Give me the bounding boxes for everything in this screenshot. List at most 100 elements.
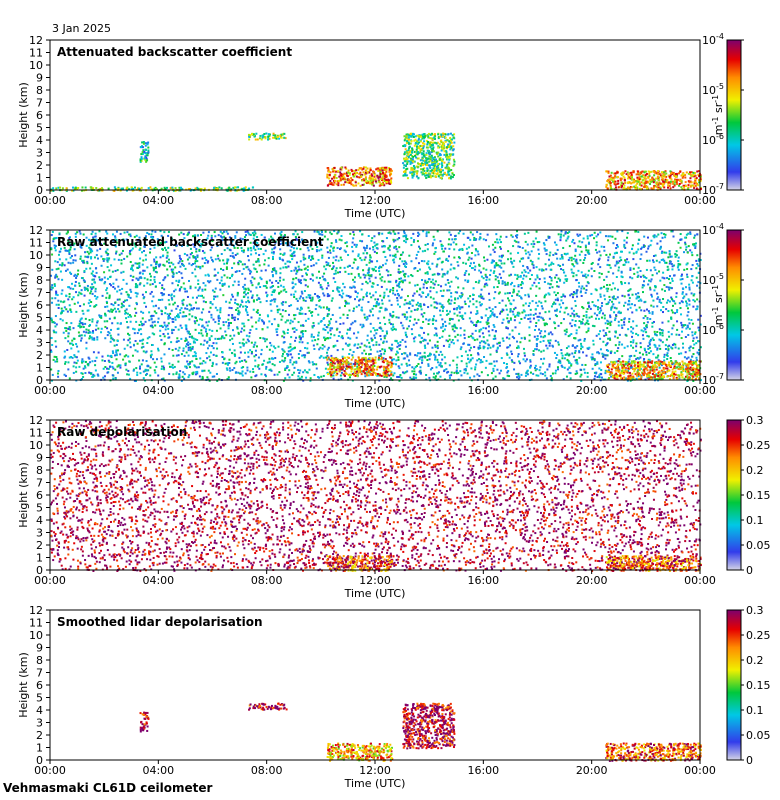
x-tick-label: 00:00 bbox=[684, 764, 716, 777]
y-axis-label: Height (km) bbox=[17, 82, 30, 148]
y-tick-label: 7 bbox=[36, 97, 43, 110]
y-tick-label: 3 bbox=[36, 717, 43, 730]
y-tick-label: 6 bbox=[36, 679, 43, 692]
x-tick-label: 16:00 bbox=[467, 194, 499, 207]
y-tick-label: 1 bbox=[36, 552, 43, 565]
feature-evening-cloud bbox=[605, 742, 702, 762]
feature-cloud-base-layer bbox=[326, 166, 393, 187]
colorbar-gradient bbox=[726, 229, 742, 381]
plot-area bbox=[50, 40, 700, 190]
y-tick-label: 1 bbox=[36, 172, 43, 185]
y-tick-label: 3 bbox=[36, 337, 43, 350]
colorbar-tick-label: 0.25 bbox=[746, 629, 771, 642]
y-tick-label: 5 bbox=[36, 312, 43, 325]
site-label: Vehmasmaki CL61D ceilometer bbox=[3, 781, 213, 795]
y-tick-label: 2 bbox=[36, 349, 43, 362]
x-axis-label: Time (UTC) bbox=[344, 397, 406, 410]
x-tick-label: 00:00 bbox=[34, 574, 66, 587]
y-tick-label: 6 bbox=[36, 489, 43, 502]
colorbar-tick-label: 0 bbox=[746, 754, 753, 767]
y-tick-label: 1 bbox=[36, 742, 43, 755]
x-tick-label: 16:00 bbox=[467, 384, 499, 397]
colorbar-tick-label: 10-5 bbox=[702, 82, 724, 97]
colorbar-1: 10-7 10-6 10-5 10-4 m-1 sr-1 bbox=[702, 32, 744, 197]
feature-cloud-base-layer bbox=[326, 555, 393, 572]
date-label: 3 Jan 2025 bbox=[52, 22, 111, 35]
feature-cloud-base-layer bbox=[326, 356, 394, 377]
colorbar-3: 0 0.05 0.1 0.15 0.2 0.25 0.3 bbox=[726, 414, 771, 577]
y-tick-label: 1 bbox=[36, 362, 43, 375]
y-tick-label: 9 bbox=[36, 72, 43, 85]
y-tick-label: 2 bbox=[36, 159, 43, 172]
y-tick-label: 12 bbox=[29, 224, 43, 237]
y-tick-label: 10 bbox=[29, 439, 43, 452]
y-axis-label: Height (km) bbox=[17, 462, 30, 528]
panel-title: Raw depolarisation bbox=[57, 425, 187, 439]
feature-evening-cloud bbox=[605, 555, 702, 572]
x-tick-label: 08:00 bbox=[251, 764, 283, 777]
y-tick-label: 10 bbox=[29, 629, 43, 642]
y-tick-label: 2 bbox=[36, 539, 43, 552]
feature-evening-cloud bbox=[605, 170, 702, 191]
colorbar-tick-label: 0.1 bbox=[746, 704, 764, 717]
x-tick-label: 08:00 bbox=[251, 194, 283, 207]
colorbar-tick-label: 10-4 bbox=[702, 222, 724, 237]
y-tick-label: 4 bbox=[36, 514, 43, 527]
x-tick-label: 20:00 bbox=[576, 764, 608, 777]
plot-area bbox=[50, 610, 700, 760]
x-tick-label: 16:00 bbox=[467, 574, 499, 587]
x-tick-label: 04:00 bbox=[142, 194, 174, 207]
y-tick-label: 4 bbox=[36, 324, 43, 337]
colorbar-tick-label: 0.2 bbox=[746, 654, 764, 667]
x-axis-label: Time (UTC) bbox=[344, 587, 406, 600]
y-tick-label: 7 bbox=[36, 287, 43, 300]
feature-elevated-cloud bbox=[402, 132, 456, 180]
plot-area bbox=[50, 420, 700, 570]
y-tick-label: 3 bbox=[36, 147, 43, 160]
y-tick-label: 8 bbox=[36, 84, 43, 97]
y-tick-label: 0 bbox=[36, 184, 43, 197]
y-tick-label: 0 bbox=[36, 564, 43, 577]
y-axis-label: Height (km) bbox=[17, 272, 30, 338]
x-axis-label: Time (UTC) bbox=[344, 777, 406, 790]
colorbar-tick-label: 10-5 bbox=[702, 272, 724, 287]
colorbar-gradient bbox=[726, 609, 742, 761]
y-tick-label: 12 bbox=[29, 414, 43, 427]
y-tick-label: 12 bbox=[29, 34, 43, 47]
y-tick-label: 0 bbox=[36, 754, 43, 767]
y-tick-label: 8 bbox=[36, 464, 43, 477]
x-tick-label: 20:00 bbox=[576, 574, 608, 587]
y-tick-label: 7 bbox=[36, 667, 43, 680]
y-tick-label: 6 bbox=[36, 299, 43, 312]
colorbar-gradient bbox=[726, 39, 742, 191]
feature-cloud-base-layer bbox=[326, 742, 394, 762]
y-tick-label: 4 bbox=[36, 134, 43, 147]
colorbar-tick-label: 0.3 bbox=[746, 414, 764, 427]
y-tick-label: 3 bbox=[36, 527, 43, 540]
panel-title: Raw attenuated backscatter coefficient bbox=[57, 235, 324, 249]
feature-elevated-layer bbox=[248, 702, 288, 711]
y-tick-label: 9 bbox=[36, 642, 43, 655]
colorbar-tick-label: 0.15 bbox=[746, 679, 771, 692]
x-tick-label: 00:00 bbox=[684, 194, 716, 207]
y-tick-label: 5 bbox=[36, 502, 43, 515]
x-tick-label: 12:00 bbox=[359, 384, 391, 397]
y-tick-label: 11 bbox=[29, 427, 43, 440]
y-tick-label: 5 bbox=[36, 122, 43, 135]
x-tick-label: 04:00 bbox=[142, 764, 174, 777]
y-tick-label: 2 bbox=[36, 729, 43, 742]
y-axis-label: Height (km) bbox=[17, 652, 30, 718]
feature-aerosol-patch bbox=[139, 141, 150, 163]
x-tick-label: 04:00 bbox=[142, 384, 174, 397]
y-tick-label: 9 bbox=[36, 452, 43, 465]
x-tick-label: 12:00 bbox=[359, 764, 391, 777]
x-tick-label: 20:00 bbox=[576, 194, 608, 207]
x-tick-label: 12:00 bbox=[359, 194, 391, 207]
x-tick-label: 00:00 bbox=[34, 194, 66, 207]
y-tick-label: 11 bbox=[29, 237, 43, 250]
colorbar-tick-label: 0.05 bbox=[746, 539, 771, 552]
x-tick-label: 00:00 bbox=[34, 764, 66, 777]
